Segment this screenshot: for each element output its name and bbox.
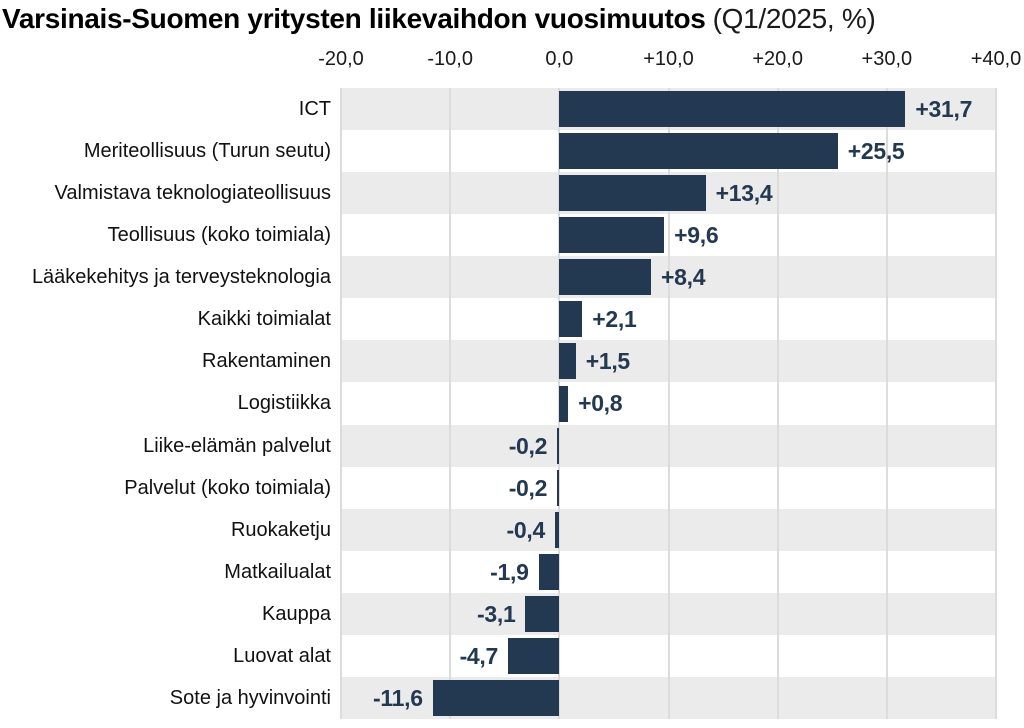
category-label: Luovat alat	[233, 644, 331, 667]
value-label: -1,9	[490, 558, 529, 585]
value-label: +31,7	[915, 96, 973, 122]
x-axis-tick-label: +20,0	[752, 48, 803, 70]
value-label: +0,8	[578, 390, 623, 417]
bar	[559, 343, 576, 380]
bar	[432, 679, 560, 716]
bar	[525, 595, 560, 632]
x-axis-tick-label: -10,0	[427, 48, 473, 70]
category-label: Rakentaminen	[202, 350, 331, 373]
value-label: -0,2	[508, 474, 548, 501]
category-label: Kaikki toimialat	[197, 308, 331, 331]
category-label: Meriteollisuus (Turun seutu)	[83, 140, 331, 163]
category-label: Valmistava teknologiateollisuus	[54, 182, 331, 205]
category-label: Lääkekehitys ja terveysteknologia	[31, 266, 331, 289]
bar	[559, 91, 906, 128]
bar	[559, 385, 569, 422]
value-label: +25,5	[847, 138, 905, 165]
x-axis-tick-label: +30,0	[861, 48, 913, 70]
gridline	[776, 88, 779, 719]
category-label: Liike-elämän palvelut	[143, 434, 331, 457]
chart-title: Varsinais-Suomen yritysten liikevaihdon …	[2, 2, 876, 36]
category-label: Ruokaketju	[230, 518, 331, 541]
value-label: +8,4	[661, 264, 706, 291]
bar	[559, 259, 652, 296]
bar	[559, 217, 665, 254]
x-axis-tick-label: -20,0	[318, 48, 364, 70]
x-axis-tick-label: +40,0	[970, 48, 1022, 70]
x-axis-tick-label: 0,0	[545, 48, 574, 70]
value-label: +1,5	[585, 348, 631, 375]
value-label: -0,2	[508, 432, 548, 459]
category-label: Palvelut (koko toimiala)	[124, 476, 331, 499]
gridline	[995, 88, 997, 719]
bar	[557, 469, 560, 506]
bar	[559, 301, 583, 338]
chart-title-text: Varsinais-Suomen yritysten liikevaihdon …	[2, 3, 706, 34]
bar	[554, 511, 560, 548]
value-label: +13,4	[715, 180, 773, 207]
value-label: -11,6	[373, 684, 423, 711]
value-label: -0,4	[506, 516, 546, 543]
bar	[559, 175, 706, 212]
value-label: -3,1	[477, 600, 516, 627]
gridline	[667, 88, 670, 719]
bar	[508, 637, 560, 674]
gridline	[449, 88, 452, 719]
category-label: Sote ja hyvinvointi	[169, 686, 331, 709]
category-label: Kauppa	[262, 602, 331, 625]
gridline	[340, 88, 342, 719]
bar	[557, 427, 560, 464]
bar	[559, 133, 838, 170]
category-label: Logistiikka	[237, 392, 331, 415]
value-label: +2,1	[592, 306, 637, 333]
category-label: Teollisuus (koko toimiala)	[107, 224, 331, 247]
gridline	[885, 88, 888, 719]
x-axis-tick-label: +10,0	[643, 48, 694, 70]
chart-subtitle: (Q1/2025, %)	[712, 3, 876, 34]
category-label: Matkailualat	[224, 560, 331, 583]
category-label: ICT	[298, 98, 331, 120]
value-label: -4,7	[459, 642, 499, 669]
bar	[538, 553, 560, 590]
value-label: +9,6	[674, 222, 719, 249]
